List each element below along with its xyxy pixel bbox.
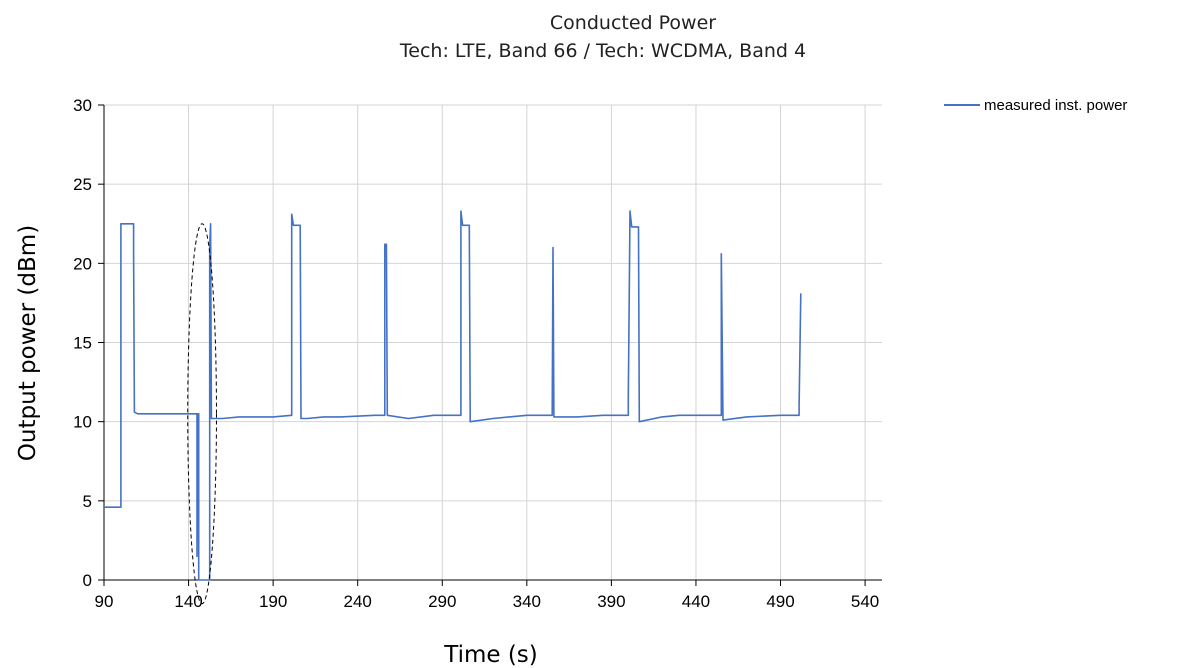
x-axis-label: Time (s) — [443, 642, 538, 668]
dashed-ellipse-annotation — [187, 223, 217, 605]
legend-label: measured inst. power — [984, 97, 1127, 114]
x-tick-label: 390 — [597, 592, 625, 611]
x-tick-label: 140 — [174, 592, 202, 611]
y-axis-label: Output power (dBm) — [15, 225, 41, 461]
x-tick-label: 490 — [766, 592, 794, 611]
grid-lines — [104, 104, 882, 580]
ticks: 90 140 190 240 290 340 390 440 490 540 0 5 10 15 20 25 3… — [73, 96, 879, 611]
series-line-0 — [104, 210, 802, 581]
x-tick-label: 290 — [428, 592, 456, 611]
y-tick-label: 30 — [73, 96, 92, 115]
y-tick-label: 10 — [73, 413, 92, 432]
legend: measured inst. power — [944, 97, 1127, 114]
x-tick-label: 90 — [95, 592, 114, 611]
x-tick-label: 440 — [682, 592, 710, 611]
y-tick-label: 5 — [83, 492, 92, 511]
x-tick-label: 340 — [513, 592, 541, 611]
chart-title: Conducted Power — [550, 12, 716, 34]
x-tick-label: 190 — [259, 592, 287, 611]
y-tick-label: 0 — [83, 571, 92, 590]
x-tick-label: 240 — [344, 592, 372, 611]
series-layer — [104, 210, 802, 581]
annotation-layer — [187, 223, 217, 605]
y-tick-label: 20 — [73, 254, 92, 273]
x-tick-label: 540 — [851, 592, 879, 611]
chart-subtitle: Tech: LTE, Band 66 / Tech: WCDMA, Band 4 — [399, 40, 806, 62]
y-tick-label: 25 — [73, 175, 92, 194]
y-tick-label: 15 — [73, 334, 92, 353]
